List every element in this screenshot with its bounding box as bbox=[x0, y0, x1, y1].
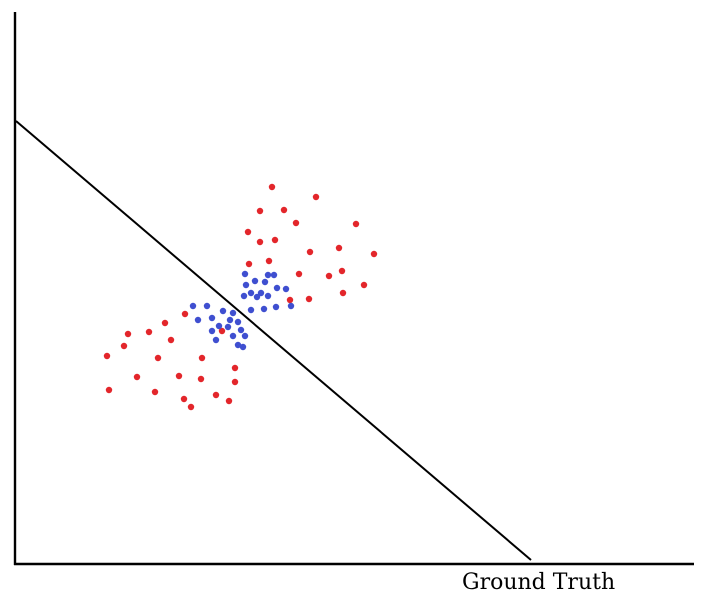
class-b-point bbox=[203, 302, 211, 310]
class-b-point bbox=[272, 303, 280, 311]
class-a-point bbox=[180, 395, 188, 403]
class-a-point bbox=[335, 244, 343, 252]
class-a-point bbox=[225, 397, 233, 405]
class-b-point bbox=[224, 323, 232, 331]
class-a-point bbox=[352, 220, 360, 228]
class-b-point bbox=[219, 307, 227, 315]
class-b-point bbox=[239, 343, 247, 351]
class-a-point bbox=[295, 270, 303, 278]
class-a-point bbox=[231, 378, 239, 386]
class-b-point bbox=[237, 326, 245, 334]
class-b-point bbox=[247, 306, 255, 314]
class-b-point bbox=[241, 332, 249, 340]
class-a-point bbox=[167, 336, 175, 344]
class-b-point bbox=[189, 302, 197, 310]
class-b-point bbox=[229, 332, 237, 340]
class-a-point bbox=[175, 372, 183, 380]
class-b-point bbox=[264, 292, 272, 300]
class-b-point bbox=[257, 289, 265, 297]
class-a-point bbox=[265, 257, 273, 265]
class-b-point bbox=[270, 271, 278, 279]
class-a-point bbox=[154, 354, 162, 362]
class-b-point bbox=[247, 289, 255, 297]
class-a-point bbox=[256, 238, 264, 246]
class-b-point bbox=[212, 336, 220, 344]
class-a-point bbox=[312, 193, 320, 201]
class-a-point bbox=[360, 281, 368, 289]
decision-boundary bbox=[15, 120, 532, 561]
class-b-point bbox=[208, 314, 216, 322]
class-a-points bbox=[103, 183, 378, 411]
class-b-point bbox=[251, 277, 259, 285]
class-a-point bbox=[124, 330, 132, 338]
class-a-point bbox=[292, 219, 300, 227]
class-b-point bbox=[242, 281, 250, 289]
class-b-point bbox=[234, 341, 242, 349]
class-b-point bbox=[287, 302, 295, 310]
class-a-point bbox=[245, 260, 253, 268]
class-a-point bbox=[218, 327, 226, 335]
class-a-point bbox=[103, 352, 111, 360]
class-a-point bbox=[145, 328, 153, 336]
class-b-point bbox=[253, 293, 261, 301]
class-b-points bbox=[189, 270, 295, 351]
class-a-point bbox=[197, 375, 205, 383]
ground-truth-caption: Ground Truth bbox=[462, 570, 616, 595]
class-a-point bbox=[231, 364, 239, 372]
class-b-point bbox=[264, 271, 272, 279]
class-a-point bbox=[133, 373, 141, 381]
class-a-point bbox=[280, 206, 288, 214]
class-a-point bbox=[370, 250, 378, 258]
class-b-point bbox=[260, 305, 268, 313]
class-b-point bbox=[234, 318, 242, 326]
class-b-point bbox=[273, 284, 281, 292]
class-a-point bbox=[187, 403, 195, 411]
class-b-point bbox=[226, 316, 234, 324]
class-a-point bbox=[256, 207, 264, 215]
class-a-point bbox=[198, 354, 206, 362]
class-a-point bbox=[339, 289, 347, 297]
class-a-point bbox=[105, 386, 113, 394]
class-b-point bbox=[208, 327, 216, 335]
class-a-point bbox=[305, 295, 313, 303]
class-a-point bbox=[212, 391, 220, 399]
class-a-point bbox=[271, 236, 279, 244]
class-a-point bbox=[286, 296, 294, 304]
class-a-point bbox=[120, 342, 128, 350]
class-b-point bbox=[282, 285, 290, 293]
class-b-point bbox=[194, 316, 202, 324]
class-a-point bbox=[338, 267, 346, 275]
class-b-point bbox=[240, 292, 248, 300]
class-a-point bbox=[181, 310, 189, 318]
class-a-point bbox=[151, 388, 159, 396]
class-a-point bbox=[268, 183, 276, 191]
class-a-point bbox=[325, 272, 333, 280]
class-a-point bbox=[161, 319, 169, 327]
class-a-point bbox=[306, 248, 314, 256]
class-a-point bbox=[244, 228, 252, 236]
class-b-point bbox=[241, 270, 249, 278]
class-b-point bbox=[215, 322, 223, 330]
class-b-point bbox=[229, 309, 237, 317]
class-b-point bbox=[261, 278, 269, 286]
